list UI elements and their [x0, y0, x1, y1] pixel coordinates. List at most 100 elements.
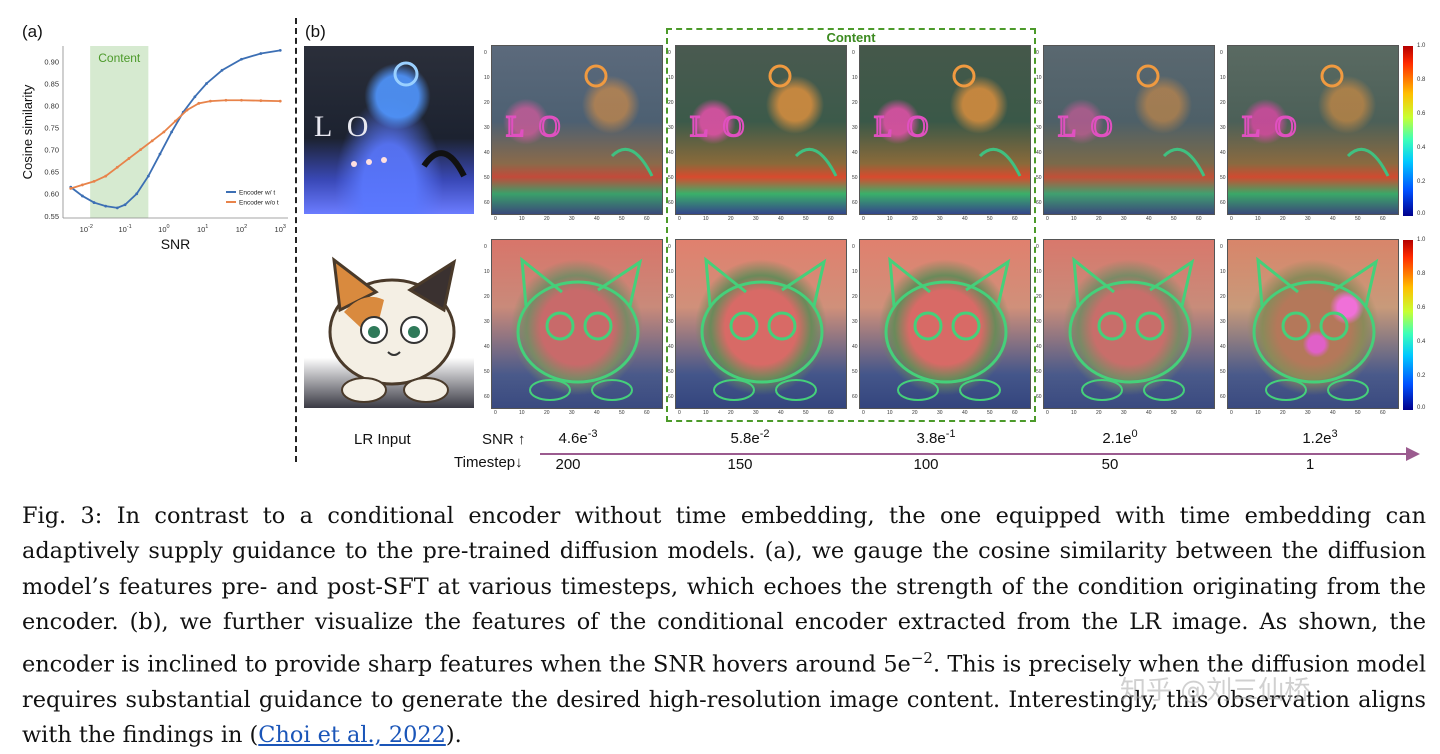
heatmap-x-tick: 40 — [1146, 410, 1152, 416]
heatmap-y-tick: 30 — [1036, 125, 1042, 131]
heatmap-y-tick: 20 — [1036, 100, 1042, 106]
heatmap-y-tick: 50 — [1220, 175, 1226, 181]
heatmap-x-tick: 30 — [937, 410, 943, 416]
y-tick-label: 0.75 — [44, 124, 59, 133]
series-point-2 — [209, 99, 212, 103]
snr-value: 4.6e-3 — [558, 428, 598, 447]
heatmap-y-tick: 60 — [668, 200, 674, 206]
heatmap-y-tick: 40 — [1220, 150, 1226, 156]
heatmap-y-tick: 20 — [852, 100, 858, 106]
heatmap-y-tick: 50 — [1036, 175, 1042, 181]
heatmap-cat-outline — [516, 256, 643, 401]
heatmap-y-tick: 20 — [484, 100, 490, 106]
citation-link[interactable]: Choi et al., 2022 — [258, 721, 446, 748]
heatmap-y-tick: 20 — [668, 100, 674, 106]
heatmap-x-tick: 40 — [962, 216, 968, 222]
svg-text:L O: L O — [1242, 110, 1300, 143]
timeline-arrow-line — [540, 453, 1412, 455]
heatmap-y-tick: 50 — [852, 175, 858, 181]
heatmap-x-tick: 10 — [519, 216, 525, 222]
heatmap-y-tick: 50 — [1220, 369, 1226, 375]
heatmap-cat-outline — [884, 256, 1011, 401]
heatmap-y-tick: 20 — [1036, 294, 1042, 300]
series-point-2 — [278, 99, 282, 103]
y-axis-label: Cosine similarity — [20, 84, 35, 179]
series-point-2 — [150, 139, 154, 143]
timestep-value: 200 — [555, 456, 581, 473]
heatmap-y-tick: 30 — [668, 319, 674, 325]
heatmap-x-tick: 10 — [1071, 216, 1077, 222]
colorbar-bottom — [1403, 240, 1413, 410]
series-point-2 — [224, 98, 228, 102]
heatmap-x-tick: 60 — [828, 216, 834, 222]
heatmap-y-tick: 40 — [668, 150, 674, 156]
heatmap-x-tick: 60 — [644, 216, 650, 222]
series-point-2 — [185, 108, 189, 112]
heatmap-x-tick: 30 — [569, 410, 575, 416]
figure-caption: Fig. 3: In contrast to a conditional enc… — [22, 499, 1426, 753]
heatmap-cat-5 — [1227, 239, 1399, 409]
y-tick-label: 0.90 — [44, 57, 59, 66]
x-tick-label: 100 — [158, 224, 169, 234]
heatmap-x-tick: 30 — [1121, 216, 1127, 222]
heatmap-x-tick: 60 — [828, 410, 834, 416]
heatmap-y-tick: 10 — [668, 269, 674, 275]
series-point-2 — [104, 174, 108, 178]
series-point-2 — [127, 157, 131, 160]
heatmap-neon-overlay: L O — [1241, 64, 1390, 177]
svg-text:L O: L O — [314, 110, 372, 143]
heatmap-y-tick: 10 — [1036, 269, 1042, 275]
heatmap-x-tick: 30 — [753, 216, 759, 222]
heatmap-x-tick: 10 — [887, 216, 893, 222]
heatmap-y-tick: 10 — [1220, 269, 1226, 275]
timeline-arrow-head-icon — [1406, 447, 1420, 461]
heatmap-x-tick: 50 — [987, 216, 993, 222]
heatmap-y-tick: 60 — [484, 200, 490, 206]
caption-superscript: −2 — [910, 648, 933, 667]
series-point-2 — [197, 101, 201, 105]
heatmap-x-tick: 0 — [494, 410, 497, 416]
heatmap-cat-outline — [1252, 256, 1379, 401]
heatmap-y-tick: 10 — [1036, 75, 1042, 81]
heatmap-y-tick: 0 — [1036, 244, 1039, 250]
heatmap-y-tick: 60 — [852, 394, 858, 400]
y-tick-label: 0.55 — [44, 212, 59, 221]
heatmap-y-tick: 30 — [484, 125, 490, 131]
heatmap-x-tick: 50 — [1171, 410, 1177, 416]
lr-input-image-cat — [304, 240, 474, 408]
colorbar-top — [1403, 46, 1413, 216]
heatmap-x-tick: 20 — [1280, 410, 1286, 416]
heatmap-x-tick: 0 — [678, 216, 681, 222]
content-highlight-box: Content — [666, 28, 1036, 422]
heatmap-x-tick: 50 — [987, 410, 993, 416]
x-tick-label: 10-2 — [80, 224, 93, 234]
heatmap-x-tick: 60 — [1012, 216, 1018, 222]
heatmap-x-tick: 50 — [1355, 410, 1361, 416]
heatmap-x-tick: 40 — [594, 410, 600, 416]
svg-text:L O: L O — [690, 110, 748, 143]
series-point-1 — [205, 82, 208, 85]
heatmap-y-tick: 60 — [1036, 394, 1042, 400]
heatmap-y-tick: 0 — [668, 244, 671, 250]
heatmap-x-tick: 60 — [1196, 410, 1202, 416]
heatmap-y-tick: 30 — [484, 319, 490, 325]
heatmap-x-tick: 10 — [519, 410, 525, 416]
timestep-value: 150 — [727, 456, 753, 473]
heatmap-x-tick: 30 — [569, 216, 575, 222]
heatmap-x-tick: 30 — [937, 216, 943, 222]
down-arrow-icon: ↓ — [515, 454, 523, 471]
heatmap-y-tick: 10 — [852, 75, 858, 81]
series-point-2 — [69, 187, 73, 190]
snr-value: 2.1e0 — [1102, 428, 1138, 447]
y-tick-label: 0.85 — [44, 79, 59, 88]
series-point-1 — [259, 52, 263, 55]
series-point-1 — [170, 130, 174, 134]
heatmap-neon-3: L O — [859, 45, 1031, 215]
heatmap-y-tick: 10 — [484, 269, 490, 275]
heatmap-x-tick: 20 — [1280, 216, 1286, 222]
shaded-region-label: Content — [98, 51, 141, 65]
snr-value: 3.8e-1 — [916, 428, 956, 447]
heatmap-y-tick: 40 — [852, 344, 858, 350]
heatmap-x-tick: 50 — [619, 216, 625, 222]
content-shaded-region — [90, 46, 149, 218]
